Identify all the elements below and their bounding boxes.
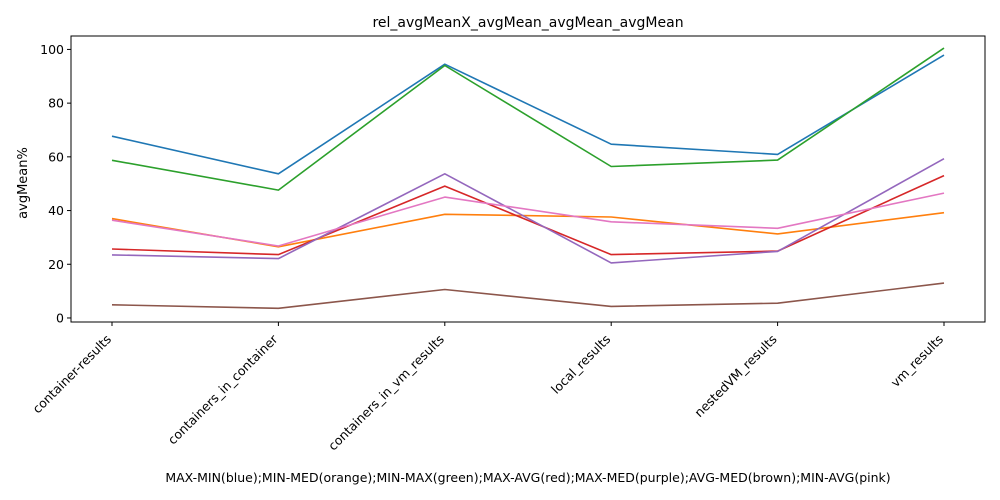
x-axis-label: MAX-MIN(blue);MIN-MED(orange);MIN-MAX(gr… — [165, 470, 890, 485]
plot-lines — [111, 47, 945, 310]
x-axis-ticks: container-results containers_in_container… — [29, 322, 946, 453]
y-tick-label: 60 — [48, 149, 64, 164]
plot-frame — [70, 35, 986, 323]
series-line-5 — [111, 282, 945, 310]
x-tick-label: nestedVM_results — [691, 332, 779, 420]
y-tick-label: 100 — [40, 42, 64, 57]
series-line-2 — [111, 47, 945, 191]
y-axis-ticks: 0 20 40 60 80 100 — [40, 42, 71, 325]
chart-title: rel_avgMeanX_avgMean_avgMean_avgMean — [372, 15, 683, 31]
x-tick-label: local_results — [548, 332, 613, 397]
x-tick-label: vm_results — [888, 332, 946, 390]
x-tick-label: container-results — [29, 332, 114, 417]
x-tick-label: containers_in_vm_results — [325, 332, 447, 454]
x-tick-label: containers_in_container — [165, 331, 281, 447]
series-line-4 — [111, 158, 945, 264]
y-tick-label: 20 — [48, 257, 64, 272]
y-tick-label: 80 — [48, 96, 64, 111]
series-line-3 — [111, 174, 945, 256]
series-line-6 — [111, 192, 945, 247]
y-tick-label: 40 — [48, 203, 64, 218]
y-tick-label: 0 — [56, 310, 64, 325]
y-axis-label: avgMean% — [16, 147, 31, 219]
series-line-0 — [111, 54, 945, 175]
